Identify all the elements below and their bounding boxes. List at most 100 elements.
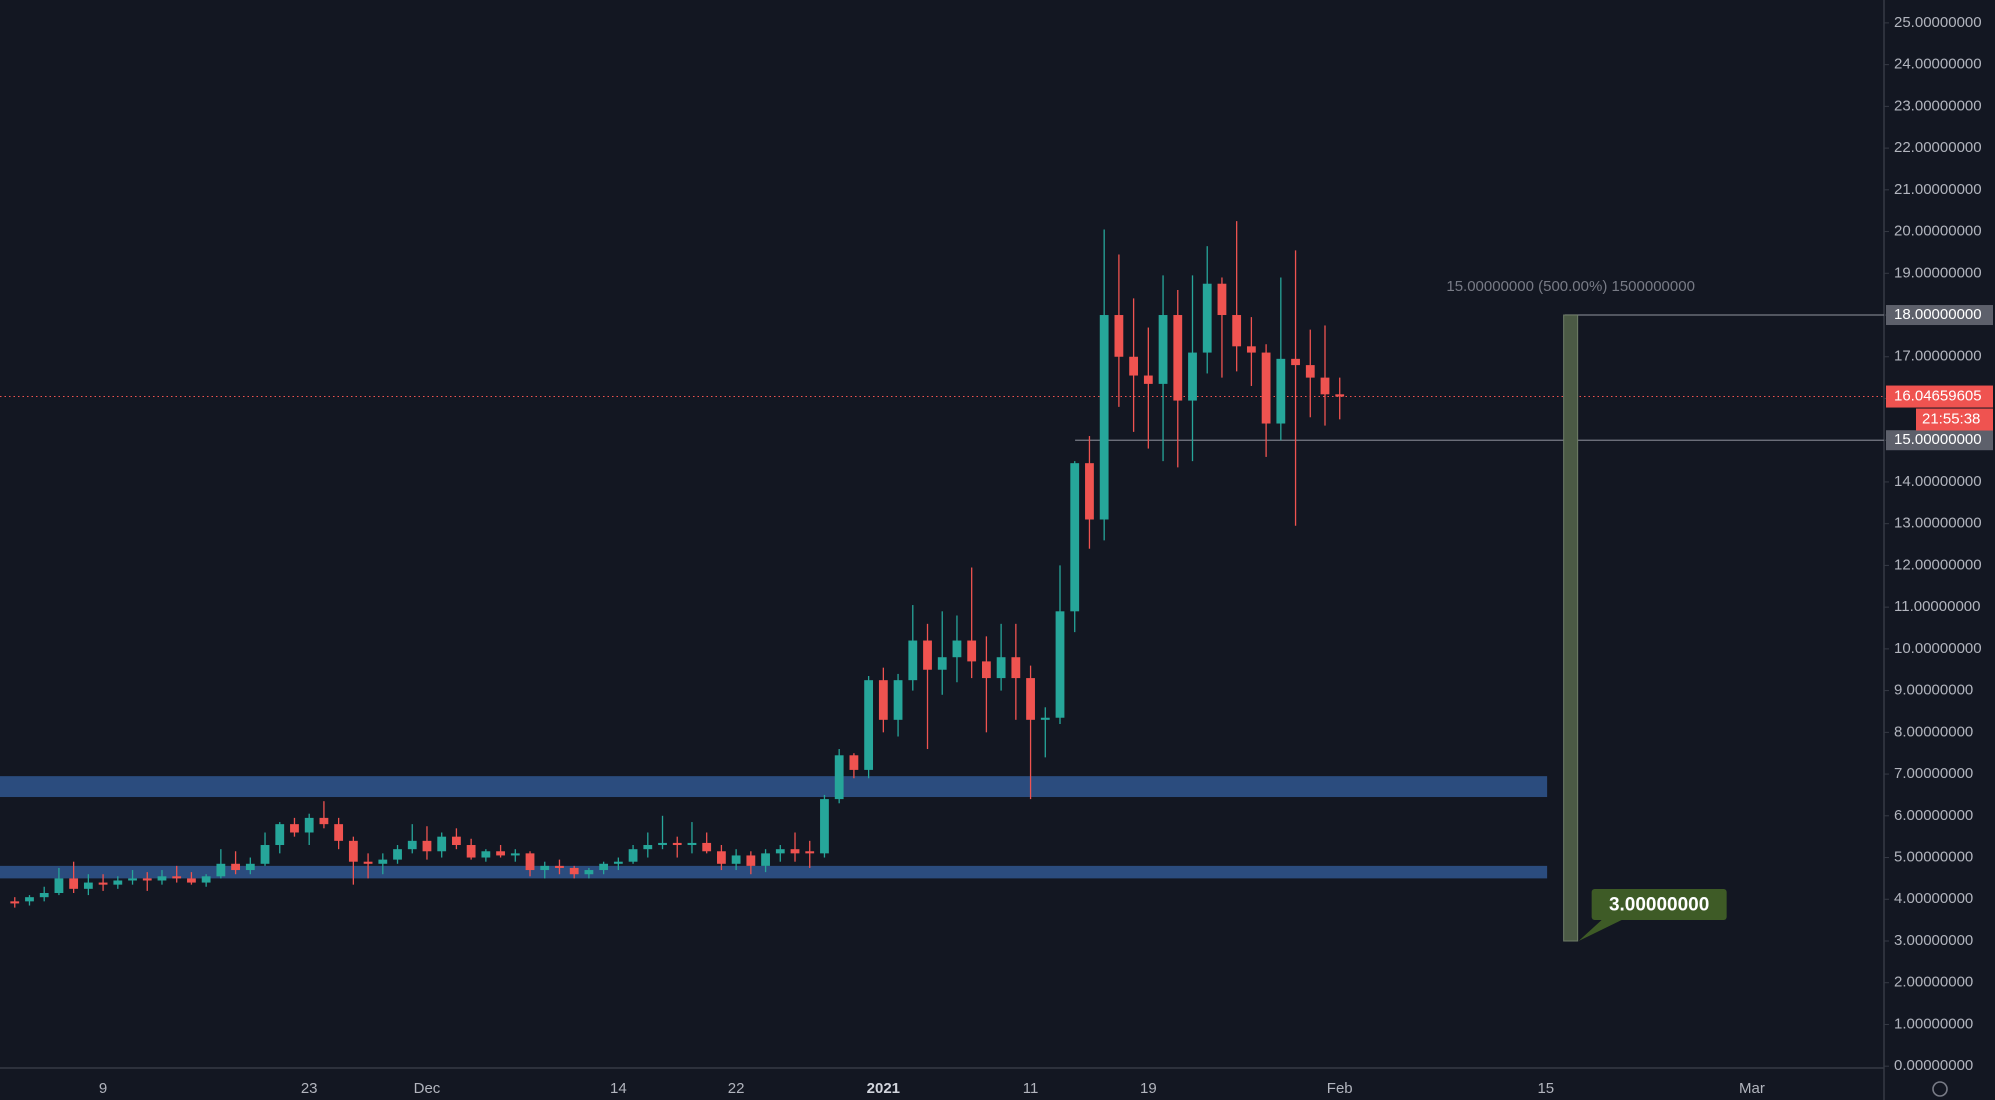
candle (1188, 275, 1197, 462)
candle (1335, 377, 1345, 420)
candle (245, 857, 255, 875)
candle-body (437, 836, 447, 852)
candle-body (113, 880, 123, 885)
candle (319, 801, 329, 829)
candle (422, 826, 432, 860)
candle-body (69, 878, 79, 889)
candle-body (1202, 283, 1212, 353)
candle-body (1320, 377, 1330, 395)
candle-body (1217, 283, 1227, 316)
candle-body (672, 842, 682, 846)
candle-body (849, 755, 859, 770)
candle-body (304, 817, 314, 833)
y-tick-label: 11.00000000 (1894, 598, 1980, 615)
candle (39, 886, 49, 902)
candle-body (172, 876, 182, 879)
candle (496, 845, 505, 858)
candle-body (584, 870, 594, 875)
candle-body (834, 755, 844, 800)
y-tick-label: 0.00000000 (1894, 1057, 1973, 1074)
candle (142, 872, 152, 891)
candle-body (643, 845, 653, 850)
candle-body (10, 901, 20, 904)
candle (658, 815, 667, 850)
candle-body (820, 799, 829, 854)
candle (481, 849, 491, 862)
candle (525, 851, 535, 877)
candle (83, 874, 93, 896)
candle (702, 832, 712, 854)
candle-body (1055, 611, 1065, 718)
candle-body (878, 680, 888, 720)
y-tick-label: 5.00000000 (1894, 848, 1973, 865)
candle-body (1291, 358, 1300, 366)
candle-body (1276, 358, 1286, 424)
candle (128, 870, 137, 885)
candle-body (201, 876, 211, 883)
x-tick-label: 11 (1023, 1080, 1039, 1097)
candle (260, 832, 270, 866)
candle-body (407, 840, 417, 850)
candle-body (1011, 657, 1021, 679)
y-tick-label: 24.00000000 (1894, 56, 1982, 73)
candle-body (363, 861, 373, 864)
measure-value-label: 3.00000000 (1609, 895, 1709, 916)
candle-body (996, 657, 1006, 679)
y-tick-label: 3.00000000 (1894, 932, 1973, 949)
y-tick-label: 2.00000000 (1894, 974, 1973, 991)
candle (304, 813, 314, 846)
candle-body (628, 849, 638, 862)
candle (407, 824, 417, 854)
candle-body (216, 863, 226, 877)
settings-icon[interactable] (1932, 1081, 1948, 1097)
x-tick-label: 2021 (867, 1080, 900, 1097)
candle-body (967, 640, 977, 662)
candle-body (334, 824, 344, 841)
candle-body (952, 640, 962, 658)
candle (746, 851, 756, 875)
candle-body (1026, 678, 1035, 720)
candle-body (452, 836, 461, 846)
candle-body (378, 859, 388, 864)
candle (348, 836, 358, 885)
candle-body (1099, 315, 1109, 520)
candle-body (540, 865, 550, 871)
candle-body (893, 680, 903, 720)
y-tick-label: 12.00000000 (1894, 556, 1982, 573)
candle-body (187, 878, 196, 883)
candle-body (937, 657, 947, 670)
candle-body (658, 842, 667, 846)
candle-body (1173, 315, 1183, 401)
candle-body (1261, 352, 1271, 424)
candle (996, 623, 1006, 691)
candle-body (555, 865, 564, 868)
candle (231, 851, 240, 875)
candle-body (1305, 365, 1315, 378)
candle (1114, 254, 1124, 407)
candle (820, 794, 829, 858)
y-tick-label: 25.00000000 (1894, 14, 1982, 31)
measure-value-box (1591, 888, 1727, 920)
candle-body (481, 851, 491, 858)
candle (1099, 229, 1109, 541)
settings-gear[interactable] (1932, 1081, 1948, 1097)
measure-label: 15.00000000 (500.00%) 1500000000 (1446, 278, 1695, 295)
last-price-label: 16.04659605 (1894, 388, 1982, 405)
candle (216, 849, 226, 879)
candle (775, 845, 785, 862)
candle (937, 611, 947, 695)
candle (1026, 665, 1035, 800)
candle-body (39, 893, 49, 898)
candle (1291, 250, 1300, 526)
candle (1202, 246, 1212, 374)
candle-body (923, 640, 932, 670)
y-tick-label: 1.00000000 (1894, 1015, 1973, 1032)
candle (672, 836, 682, 858)
candle-body (1188, 352, 1197, 401)
price-level-label: 15.00000000 (1894, 431, 1982, 448)
x-tick-label: 14 (610, 1080, 627, 1097)
candle (981, 636, 991, 733)
candle-body (1085, 463, 1094, 520)
